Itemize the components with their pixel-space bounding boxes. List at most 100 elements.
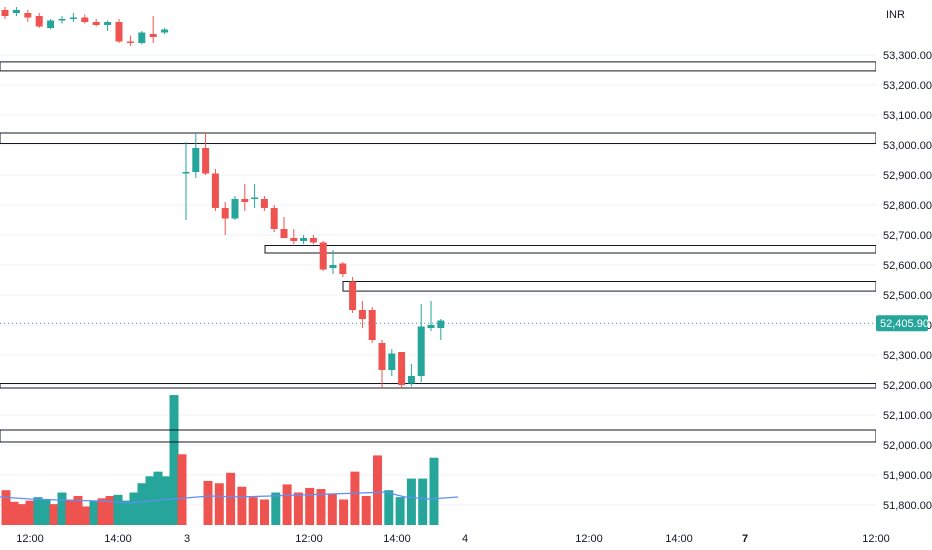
candle-body [260,199,268,208]
candle-up[interactable] [407,364,415,387]
candle-down[interactable] [260,196,268,211]
candle-down[interactable] [1,7,9,19]
price-tick-label: 52,800.00 [883,200,932,212]
candle-down[interactable] [368,307,376,343]
candle-up[interactable] [58,16,66,24]
volume-moving-average-line [0,491,459,504]
candle-body [339,263,347,274]
candle-down[interactable] [92,19,100,27]
currency-label: INR [886,9,905,21]
candle-down[interactable] [270,205,278,232]
time-tick-label: 14:00 [383,533,411,545]
candle-up[interactable] [251,184,259,208]
price-tick-label: 52,600.00 [883,260,932,272]
candle-up[interactable] [192,133,200,178]
candle-up[interactable] [104,20,112,32]
volume-bar [97,498,107,525]
volume-bar [406,478,416,525]
candle-body [349,281,357,310]
candle-up[interactable] [427,301,435,331]
candle-down[interactable] [24,10,32,22]
candle-up[interactable] [231,196,239,220]
price-tick-label: 52,100.00 [883,410,932,422]
volume-bar [137,483,147,525]
time-tick-label: 12:00 [295,533,323,545]
candle-down[interactable] [202,133,210,175]
candle-down[interactable] [126,35,134,47]
candle-down[interactable] [115,19,123,43]
candle-down[interactable] [280,217,288,238]
candle-down[interactable] [149,16,157,43]
volume-bar [153,471,163,525]
volume-bar [248,497,258,525]
volume-bar [418,478,428,525]
candle-body [12,10,20,13]
candle-up[interactable] [69,13,77,22]
price-zone[interactable] [0,429,877,443]
price-axis[interactable]: INR 53,300.00 53,200.00 53,100.00 53,000.00… [876,0,932,528]
price-zone[interactable] [0,132,877,144]
time-axis[interactable]: 12:00 14:00 3 12:00 14:00 4 12:00 14:00 7 12:00 [0,528,890,550]
candle-down[interactable] [339,262,347,277]
candle-down[interactable] [378,340,386,388]
volume-bar [429,457,439,525]
candle-down[interactable] [211,169,219,211]
candle-down[interactable] [398,352,406,388]
volume-bar [305,487,315,525]
candle-up[interactable] [182,142,190,220]
candlestick-series[interactable] [1,7,445,388]
candle-body [300,238,308,241]
candle-up[interactable] [417,304,425,382]
candle-body [231,199,239,219]
candle-up[interactable] [388,349,396,376]
candle-up[interactable] [329,250,337,274]
price-zone[interactable] [342,281,877,292]
candle-down[interactable] [241,184,249,211]
candle-body [378,343,386,370]
candle-down[interactable] [309,235,317,244]
candle-body [358,310,366,319]
price-tick-label: 52,200.00 [883,380,932,392]
candle-down[interactable] [358,301,366,328]
price-zone[interactable] [0,61,877,72]
time-tick-label: 12:00 [575,533,603,545]
price-tick-label: 52,000.00 [883,440,932,452]
candle-body [270,208,278,229]
candle-up[interactable] [161,28,169,34]
candle-down[interactable] [290,229,298,244]
volume-bar [17,504,27,525]
candle-down[interactable] [319,241,327,271]
candle-up[interactable] [12,7,20,16]
candle-body [417,326,425,376]
price-tick-label: 53,200.00 [883,80,932,92]
volume-bar [293,492,303,525]
price-zone[interactable] [0,383,877,389]
candle-body [47,20,55,28]
volume-bar [113,494,123,525]
candle-down[interactable] [221,202,229,235]
candle-body [115,22,123,42]
candle-body [309,238,317,243]
grid-lines [0,54,876,506]
candle-down[interactable] [81,14,89,24]
time-tick-label: 14:00 [665,533,693,545]
candle-up[interactable] [138,31,146,45]
candle-down[interactable] [35,13,43,28]
time-tick-label: 12:00 [16,533,44,545]
volume-bar [65,499,75,525]
candle-up[interactable] [437,319,445,340]
volume-bar [1,490,11,525]
volume-bar [57,492,67,525]
price-zone[interactable] [264,245,877,254]
candle-body [104,22,112,25]
last-price-value: 52,405.90 [880,318,929,330]
candle-up[interactable] [300,235,308,244]
price-tick-label: 52,500.00 [883,290,932,302]
volume-bar [203,480,213,525]
candle-up[interactable] [47,19,55,30]
candle-down[interactable] [349,277,357,313]
volume-bar [73,496,83,525]
volume-bar [260,499,269,525]
candle-body [437,320,445,328]
